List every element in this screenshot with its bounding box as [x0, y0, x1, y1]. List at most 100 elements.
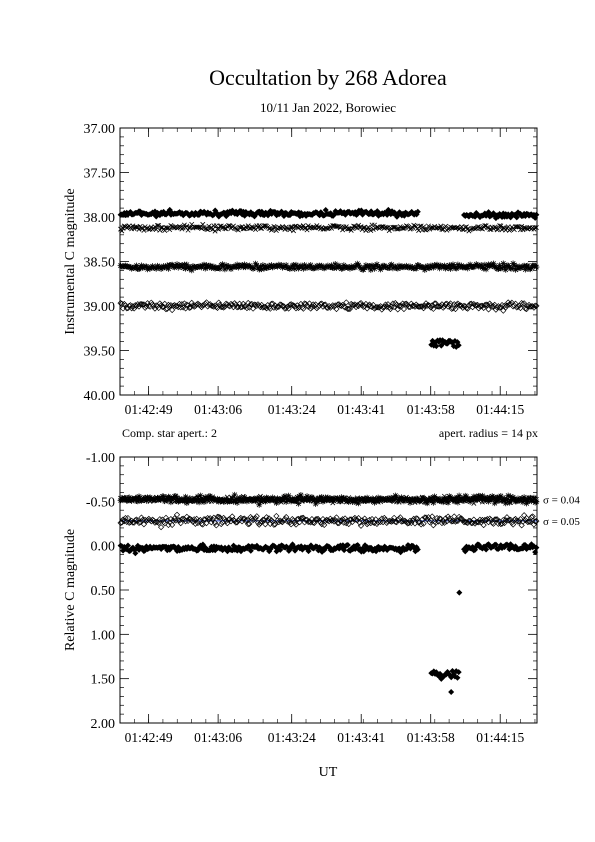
data-point [169, 521, 176, 529]
data-point [156, 263, 163, 270]
data-point [456, 302, 463, 309]
x-tick-label: 01:43:41 [337, 402, 385, 417]
data-point [177, 520, 184, 527]
y-axis-label: Instrumental C magnitude [63, 188, 78, 334]
data-point [489, 262, 496, 269]
data-point [486, 496, 492, 502]
data-point [495, 226, 501, 232]
data-point [171, 515, 178, 522]
data-point [418, 497, 425, 504]
y-tick-label: 0.00 [91, 540, 116, 555]
data-point [256, 501, 263, 508]
data-point [344, 305, 351, 312]
chart-title: Occultation by 268 Adorea [209, 65, 447, 90]
plot-frame [119, 127, 538, 396]
data-point [201, 261, 208, 268]
data-point [517, 304, 524, 312]
data-point [396, 262, 403, 269]
data-point [357, 300, 365, 307]
data-point [411, 265, 418, 272]
x-tick-label: 01:42:49 [125, 402, 173, 417]
data-point [251, 498, 257, 504]
data-point [314, 515, 322, 523]
data-point [319, 264, 326, 271]
data-point [175, 264, 182, 271]
y-tick-label: 37.50 [84, 167, 116, 182]
data-point [420, 520, 427, 527]
data-point [492, 498, 499, 505]
data-point [170, 263, 177, 270]
data-point [315, 264, 322, 271]
x-tick-label: 01:43:58 [407, 402, 455, 417]
data-point [348, 497, 354, 503]
data-point [215, 513, 222, 521]
data-point [225, 302, 232, 309]
data-point [232, 519, 239, 526]
data-point [533, 498, 540, 505]
note-aperture-radius: apert. radius = 14 px [439, 426, 538, 440]
data-point [140, 521, 148, 528]
data-point [191, 303, 198, 310]
data-point [222, 300, 230, 307]
data-point [124, 514, 132, 522]
data-point [533, 302, 540, 310]
data-point [295, 515, 302, 523]
data-point [225, 263, 232, 270]
data-point [436, 303, 443, 310]
data-point [210, 303, 217, 310]
data-point [527, 303, 534, 310]
data-point [317, 519, 324, 526]
data-point [480, 265, 487, 272]
series-filled-diamond [117, 206, 540, 222]
data-point [270, 521, 278, 528]
data-point [303, 516, 311, 523]
data-point [209, 516, 216, 523]
data-point [363, 496, 369, 502]
data-point [272, 224, 278, 230]
data-point [258, 266, 265, 273]
data-point [302, 225, 308, 231]
data-point [471, 500, 477, 506]
data-point [496, 262, 503, 269]
data-point [331, 498, 337, 504]
data-point [247, 547, 254, 554]
data-point [219, 261, 226, 268]
data-point [227, 266, 234, 273]
data-point [211, 519, 219, 526]
series-filled-diamond [117, 541, 540, 695]
data-point [155, 519, 162, 526]
data-point [187, 304, 194, 311]
data-point [235, 264, 242, 271]
data-point [128, 305, 135, 312]
data-point [370, 263, 377, 270]
data-point [178, 262, 185, 269]
data-point [253, 262, 260, 269]
data-point [184, 517, 192, 524]
data-point [198, 520, 205, 528]
data-point [533, 264, 540, 271]
y-tick-label: 38.50 [84, 256, 116, 271]
data-point [194, 263, 201, 270]
data-point [338, 494, 345, 501]
data-point [454, 499, 461, 506]
data-point [455, 342, 462, 349]
data-point [308, 494, 315, 501]
data-point [256, 521, 263, 528]
data-point [210, 494, 216, 500]
data-point [456, 589, 463, 596]
data-point [335, 224, 341, 230]
data-point [194, 493, 201, 500]
data-point [407, 226, 413, 232]
data-point [158, 497, 164, 503]
data-point [237, 262, 244, 269]
data-point [430, 499, 437, 506]
data-point [218, 520, 225, 528]
data-point [221, 266, 228, 273]
data-point [286, 301, 293, 308]
data-point [522, 517, 529, 524]
data-point [516, 518, 523, 525]
data-point [429, 513, 436, 520]
data-point [210, 227, 216, 233]
data-point [131, 496, 138, 503]
data-point [270, 304, 278, 311]
